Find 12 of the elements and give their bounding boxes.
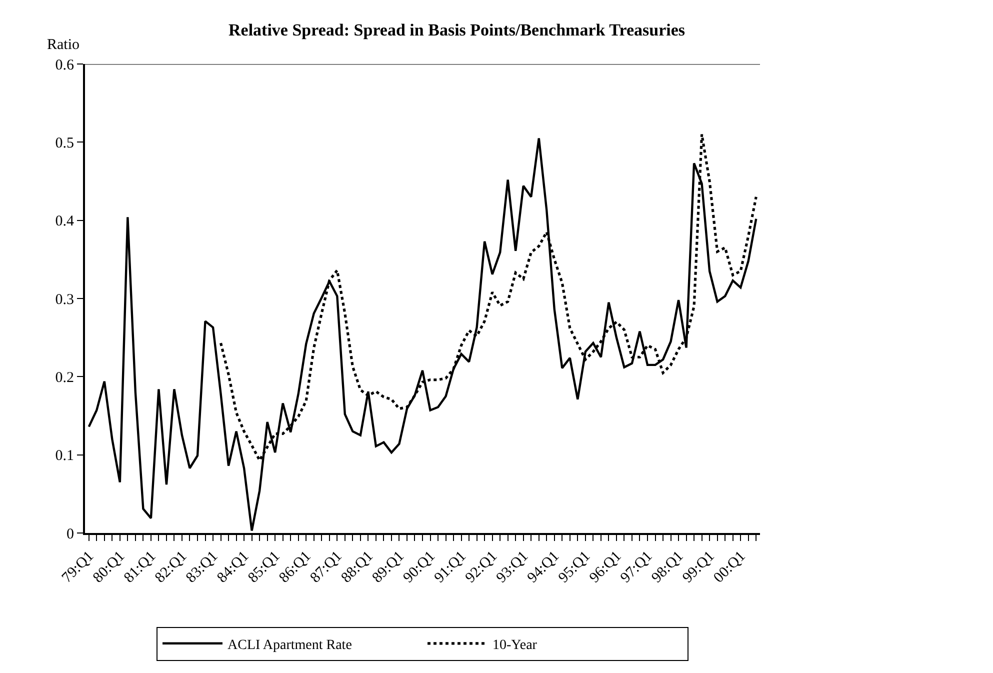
y-axis-title: Ratio — [47, 37, 80, 53]
y-tick-label: 0.6 — [55, 57, 74, 74]
y-tick-label: 0.4 — [55, 214, 74, 230]
legend-label: ACLI Apartment Rate — [228, 638, 352, 653]
y-tick-label: 0.5 — [55, 135, 74, 152]
legend-label: 10-Year — [492, 638, 538, 653]
y-tick-label: 0.2 — [55, 370, 74, 386]
y-tick-label: 0.3 — [55, 292, 74, 308]
y-tick-label: 0.1 — [55, 448, 74, 464]
chart-title: Relative Spread: Spread in Basis Points/Benchmark Treasuries — [228, 20, 686, 40]
y-tick-label: 0 — [66, 526, 74, 542]
line-series — [88, 137, 758, 532]
